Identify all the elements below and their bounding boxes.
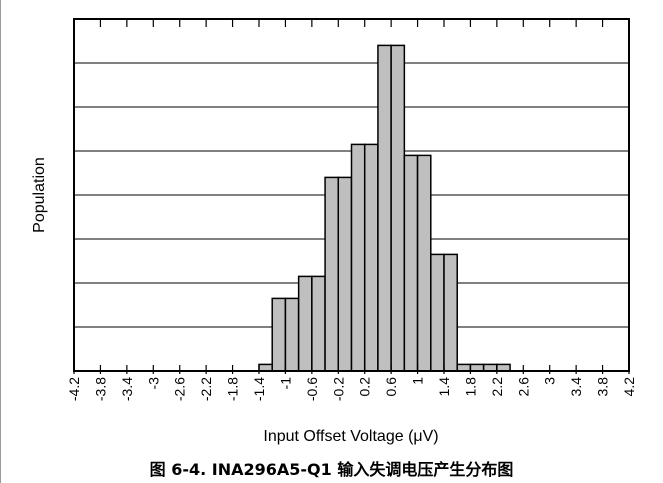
histogram-bar (377, 44, 392, 372)
histogram-bar (363, 143, 379, 372)
histogram-bar (271, 297, 287, 372)
x-tick-label: -3.4 (119, 377, 135, 401)
x-tick-label: 4.2 (621, 377, 637, 397)
histogram-bar (297, 275, 313, 372)
histogram-bar (416, 154, 432, 372)
x-axis-label: Input Offset Voltage (μV) (263, 428, 438, 445)
y-gridlines (74, 62, 629, 328)
x-tick-label: -1 (277, 377, 293, 390)
x-tick-label: -2.6 (172, 377, 188, 401)
histogram-bar (350, 143, 366, 372)
x-tick-label: 2.2 (489, 377, 505, 397)
histogram-bar (284, 297, 300, 372)
x-tick-label: 1.4 (436, 377, 452, 397)
x-tick-label: -1.8 (225, 377, 241, 401)
x-tick-label: 1 (410, 377, 426, 385)
x-ticks: -4.2 -3.8 -3.4 -3 -2.6 -2.2 -1.8 -1.4 -1 -0.6 -0.2… (66, 19, 637, 401)
x-tick-label: 1.8 (462, 377, 478, 397)
histogram-bar (443, 253, 458, 372)
x-tick-label: -0.6 (304, 377, 320, 401)
x-tick-label: -1.4 (251, 377, 267, 401)
histogram-bars (258, 44, 511, 372)
histogram-bar (337, 176, 353, 372)
y-axis-label: Population (31, 157, 48, 233)
histogram-bar (390, 44, 406, 372)
x-tick-label: 0.2 (357, 377, 373, 397)
histogram-bar (430, 253, 445, 372)
x-tick-label: -3 (145, 377, 161, 390)
page-left-rule (0, 0, 1, 483)
x-tick-label: 3 (542, 377, 558, 385)
histogram-bar (311, 275, 326, 372)
plot-frame (73, 18, 630, 372)
x-tick-label: -4.2 (66, 377, 82, 401)
histogram-chart: -4.2 -3.8 -3.4 -3 -2.6 -2.2 -1.8 -1.4 -1 -0.6 -0.2… (31, 18, 637, 445)
histogram-bar (324, 176, 340, 372)
x-tick-label: 3.4 (568, 377, 584, 397)
x-tick-label: 3.8 (595, 377, 611, 397)
x-tick-label: -2.2 (198, 377, 214, 401)
histogram-bar (403, 154, 419, 372)
x-tick-label: -3.8 (92, 377, 108, 401)
figure-caption: 图 6-4. INA296A5-Q1 输入失调电压产生分布图 (149, 460, 514, 479)
x-tick-label: 2.6 (515, 377, 531, 397)
x-tick-label: -0.2 (330, 377, 346, 401)
x-tick-label: 0.6 (383, 377, 399, 397)
